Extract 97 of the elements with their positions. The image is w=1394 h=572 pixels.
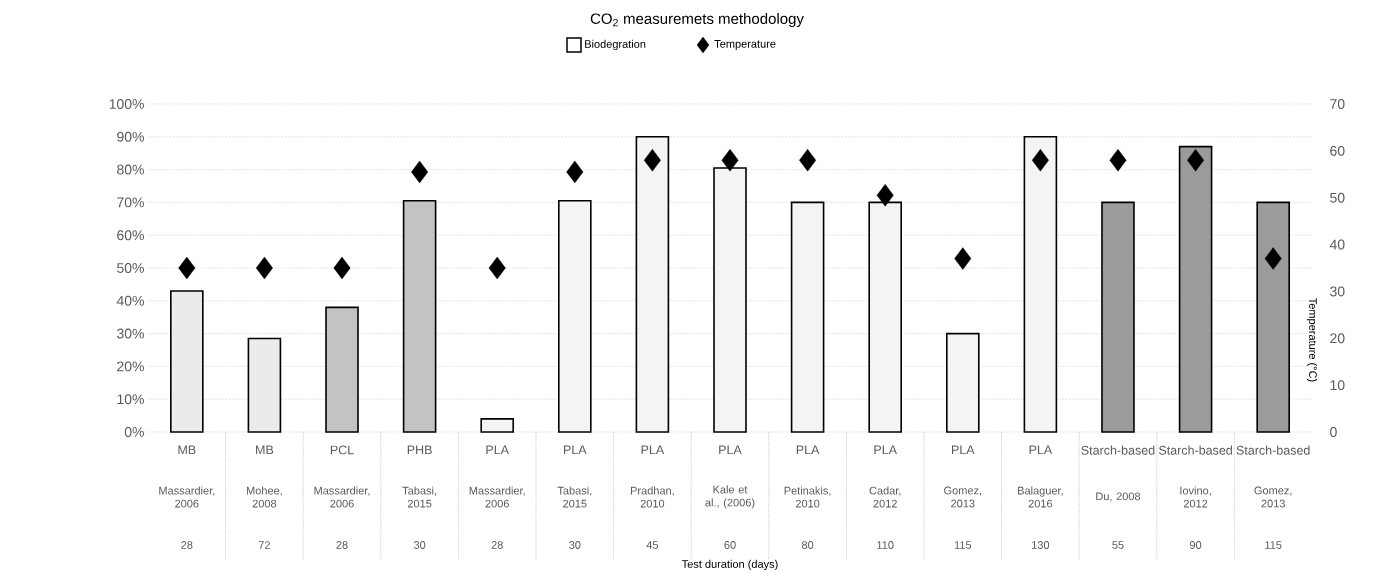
y-tick-label: 80% xyxy=(117,164,144,175)
bar xyxy=(325,306,359,433)
bar xyxy=(1101,201,1135,433)
y-tick-label: 30% xyxy=(116,328,144,339)
x-tick-label: PLA xyxy=(641,445,665,455)
x-tick-label: PLA xyxy=(874,445,897,455)
bar xyxy=(635,135,670,433)
y-tick-label: 90% xyxy=(117,131,144,142)
text: Iovino, 2012 xyxy=(1180,486,1211,508)
text: 80 xyxy=(801,541,814,549)
text: 28 xyxy=(181,541,193,549)
x-tick-label: Starch-based xyxy=(1158,445,1232,455)
point xyxy=(488,256,506,280)
point xyxy=(411,160,429,184)
x-tick-label: Starch-based xyxy=(1236,445,1310,455)
x-tick-label: PCL xyxy=(330,445,354,455)
text: 72 xyxy=(258,541,270,549)
text: Gomez, 2013 xyxy=(1254,486,1292,508)
x-tick-label: PHB xyxy=(407,445,432,455)
y2-tick-label: 50 xyxy=(1330,192,1345,203)
y-tick-label: 20% xyxy=(117,361,144,372)
bar xyxy=(247,337,282,433)
point xyxy=(1031,149,1049,172)
legend-label: Temperature xyxy=(714,40,776,50)
bar xyxy=(558,199,592,433)
y-tick-label: 50% xyxy=(117,263,144,273)
text: Petinakis, 2010 xyxy=(784,486,831,508)
y-tick-label: 0% xyxy=(124,427,144,437)
text: 130 xyxy=(1032,541,1050,549)
y2-axis-title: Temperature (°C) xyxy=(1306,298,1318,382)
x-tick-label: PLA xyxy=(796,445,820,455)
bar xyxy=(480,418,514,433)
point xyxy=(721,149,739,172)
point xyxy=(1187,149,1205,172)
point xyxy=(333,256,351,280)
point xyxy=(1264,247,1282,270)
point xyxy=(1109,149,1127,172)
text: Tabasi, 2015 xyxy=(557,486,592,508)
point xyxy=(643,149,661,172)
text: Mohee, 2008 xyxy=(246,486,282,508)
text: Balaguer, 2016 xyxy=(1018,486,1063,508)
y-tick-label: 100% xyxy=(109,99,144,109)
text: 28 xyxy=(491,541,503,549)
text: Pradhan, 2010 xyxy=(630,486,674,508)
y-tick-label: 40% xyxy=(116,295,144,306)
text: Massardier, 2006 xyxy=(314,486,370,508)
point xyxy=(799,149,817,172)
bar xyxy=(1256,201,1290,433)
x-tick-label: PLA xyxy=(564,445,587,455)
y2-tick-label: 0 xyxy=(1330,427,1337,437)
text: 28 xyxy=(336,541,348,549)
text: 90 xyxy=(1189,541,1202,549)
text: 30 xyxy=(413,541,426,549)
point xyxy=(178,256,196,280)
y-tick-label: 60% xyxy=(117,230,144,241)
y2-tick-label: 60 xyxy=(1330,145,1345,156)
legend-label: Biodegration xyxy=(585,39,646,51)
bar xyxy=(1023,135,1058,433)
bar xyxy=(170,290,204,433)
point xyxy=(954,247,972,270)
text: Massardier, 2006 xyxy=(159,486,215,508)
text: 115 xyxy=(1265,541,1282,549)
text: 45 xyxy=(646,541,659,549)
text: Tabasi, 2015 xyxy=(402,486,437,508)
y2-tick-label: 40 xyxy=(1329,239,1345,250)
text: 60 xyxy=(724,541,736,549)
bar xyxy=(402,199,437,433)
y-tick-label: 10% xyxy=(117,394,144,405)
x-tick-label: MB xyxy=(178,445,196,455)
bar xyxy=(790,201,825,433)
x-tick-label: PLA xyxy=(1029,445,1053,455)
text: Du, 2008 xyxy=(1096,492,1141,502)
x-tick-label: PLA xyxy=(719,445,742,455)
x-tick-label: PLA xyxy=(486,445,509,455)
chart-title: CO$_{2}$ measuremets methodology xyxy=(590,13,804,27)
text: Test duration (days) xyxy=(681,559,778,571)
text: 115 xyxy=(954,541,972,549)
text: 30 xyxy=(569,541,581,549)
bar xyxy=(945,332,980,433)
text: Massardier, 2006 xyxy=(469,486,525,508)
point xyxy=(255,256,273,280)
point xyxy=(876,184,894,207)
y-tick-label: 70% xyxy=(117,197,144,208)
y2-tick-label: 10 xyxy=(1330,380,1345,391)
x-tick-label: MB xyxy=(256,445,274,455)
bar xyxy=(1178,145,1213,433)
y2-tick-label: 30 xyxy=(1330,286,1345,297)
x-tick-label: PLA xyxy=(952,445,975,455)
y2-tick-label: 20 xyxy=(1330,333,1345,344)
text: Cadar, 2012 xyxy=(869,486,901,508)
y2-tick-label: 70 xyxy=(1330,99,1345,109)
x-tick-label: Starch-based xyxy=(1081,445,1155,455)
point xyxy=(566,160,584,184)
text: Kale et al., (2006) xyxy=(705,485,755,509)
text: Gomez, 2013 xyxy=(944,486,982,508)
text: 110 xyxy=(877,541,894,549)
text: 55 xyxy=(1112,541,1124,549)
